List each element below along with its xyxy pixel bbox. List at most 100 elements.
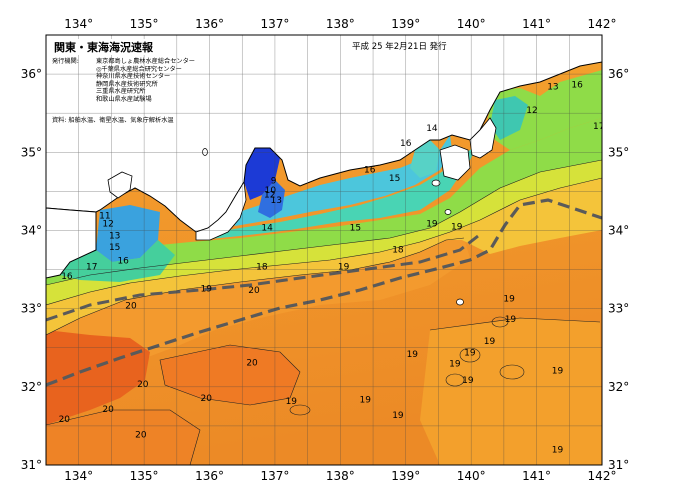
- land-izu-peninsula: [439, 144, 471, 181]
- land-shikoku: [46, 207, 97, 279]
- temperature-label: 16: [61, 272, 73, 282]
- temperature-label: 12: [264, 191, 275, 201]
- publisher-label: 発行機関:: [52, 58, 79, 65]
- lat-lon-grid: [46, 35, 602, 465]
- longitude-label: 137°: [260, 17, 289, 31]
- longitude-label: 135°: [130, 469, 159, 483]
- zone-sagami-bay: [410, 140, 440, 178]
- zone-20-pool-a: [160, 345, 300, 405]
- longitude-label: 134°: [64, 469, 93, 483]
- land-boso: [469, 117, 497, 159]
- latitude-label: 32°: [608, 380, 629, 394]
- publisher-entry: 東京都島しょ農林水産総合センター: [96, 58, 195, 65]
- temperature-label: 13: [109, 231, 120, 241]
- longitude-label: 138°: [326, 17, 355, 31]
- longitude-label: 142°: [588, 469, 617, 483]
- latitude-label: 33°: [608, 302, 629, 316]
- land-honshu: [46, 35, 602, 233]
- latitude-label: 33°: [21, 302, 42, 316]
- zone-boso-cold: [490, 96, 528, 140]
- temperature-label: 19: [552, 367, 564, 377]
- latitude-labels-left: 36° 35° 34° 33° 32° 31°: [21, 67, 42, 472]
- latitude-label: 34°: [608, 223, 629, 237]
- longitude-label: 135°: [130, 17, 159, 31]
- zone-kii-outer: [60, 240, 175, 282]
- temperature-label: 19: [484, 337, 496, 347]
- temperature-label: 11: [99, 212, 110, 222]
- publisher-entry: 三重県水産研究所: [96, 88, 146, 96]
- island-niijima: [444, 209, 452, 215]
- zone-20-northern-band: [46, 238, 470, 402]
- longitude-label: 142°: [588, 17, 617, 31]
- map-frame: [45, 34, 603, 466]
- temperature-label: 20: [59, 415, 71, 425]
- temperature-label: 18: [392, 245, 404, 255]
- longitude-label: 138°: [326, 469, 355, 483]
- publisher-entry: 静岡県水産技術研究所: [96, 80, 158, 88]
- temperature-label: 16: [571, 80, 583, 90]
- temperature-label: 19: [449, 359, 461, 369]
- temperature-label: 20: [137, 380, 149, 390]
- publisher-entry: 神奈川県水産技術センター: [96, 73, 171, 81]
- island-hachijo: [456, 298, 464, 306]
- temperature-label: 19: [464, 349, 476, 359]
- zone-21-warm-core: [46, 330, 150, 425]
- temperature-label: 19: [462, 376, 474, 386]
- temperature-label: 15: [109, 243, 120, 253]
- temperature-label: 17: [593, 122, 604, 132]
- temperature-label: 19: [338, 263, 350, 273]
- temperature-label: 20: [201, 394, 213, 404]
- temperature-label: 19: [505, 315, 517, 325]
- temperature-label: 13: [271, 196, 282, 206]
- zone-20-pool-b: [46, 410, 200, 465]
- longitude-label: 140°: [457, 17, 486, 31]
- island-oshima: [431, 179, 441, 187]
- temperature-label: 16: [364, 166, 376, 176]
- temperature-label: 19: [201, 284, 213, 294]
- longitude-label: 139°: [391, 469, 420, 483]
- temperature-label: 19: [426, 220, 438, 230]
- latitude-label: 32°: [21, 380, 42, 394]
- longitude-label: 136°: [195, 17, 224, 31]
- longitude-labels-top: 134° 135° 136° 137° 138° 139° 140° 141° 142°: [64, 17, 616, 31]
- latitude-label: 34°: [21, 223, 42, 237]
- latitude-label: 35°: [21, 145, 42, 159]
- temperature-label: 19: [392, 411, 404, 421]
- temperature-label: 20: [125, 302, 137, 312]
- latitude-label: 36°: [608, 67, 629, 81]
- data-sources: 資料: 船舶水温、衛星水温、気象庁解析水温: [52, 117, 174, 124]
- zone-10-12: [258, 180, 285, 218]
- longitude-label: 140°: [457, 469, 486, 483]
- latitude-label: 35°: [608, 145, 629, 159]
- publisher-entry: 和歌山県水産試験場: [96, 95, 152, 103]
- temperature-label: 9: [271, 177, 277, 187]
- issue-date: 平成 25 年2月21日 発行: [352, 42, 447, 52]
- temperature-label: 13: [547, 83, 558, 93]
- temperature-label: 10: [265, 186, 277, 196]
- longitude-label: 134°: [64, 17, 93, 31]
- longitude-label: 136°: [195, 469, 224, 483]
- zone-9-ise-bay: [244, 145, 280, 200]
- latitude-label: 31°: [608, 458, 629, 472]
- latitude-label: 36°: [21, 67, 42, 81]
- temperature-label: 12: [102, 220, 113, 230]
- temperature-label: 19: [407, 350, 419, 360]
- temperature-label: 20: [102, 405, 114, 415]
- publisher-block: 発行機関: 東京都島しょ農林水産総合センター ◎千葉県水産総合研究センター 神奈…: [52, 58, 195, 104]
- zone-12-13: [230, 135, 452, 226]
- longitude-labels-bottom: 134° 135° 136° 137° 138° 139° 140° 141° 142°: [64, 469, 616, 483]
- land-kii-tip: [195, 180, 247, 241]
- temperature-label: 12: [526, 106, 537, 116]
- kuroshio-axis-north: [46, 234, 479, 322]
- isotherm-contours: [46, 159, 602, 465]
- island-sado: [202, 148, 208, 156]
- latitude-labels-right: 36° 35° 34° 33° 32° 31°: [608, 67, 629, 472]
- temperature-label: 19: [451, 223, 463, 233]
- longitude-label: 139°: [391, 17, 420, 31]
- temperature-label: 20: [246, 359, 258, 369]
- latitude-label: 31°: [21, 458, 42, 472]
- temperature-label: 17: [86, 263, 97, 273]
